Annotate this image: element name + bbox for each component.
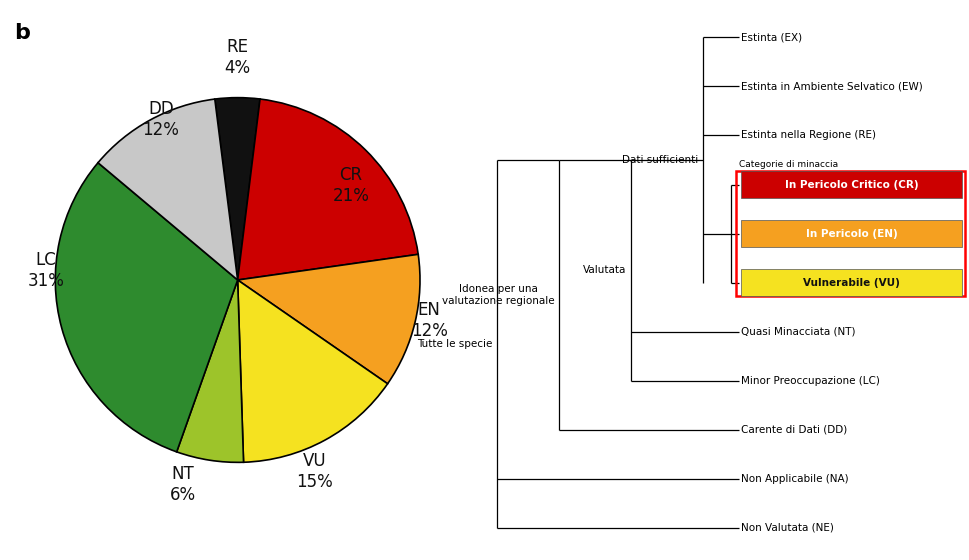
Text: EN
12%: EN 12% [410,301,447,339]
Wedge shape [176,280,243,463]
Wedge shape [214,97,260,280]
Text: Quasi Minacciata (NT): Quasi Minacciata (NT) [740,326,855,337]
Wedge shape [98,99,237,280]
Text: RE
4%: RE 4% [225,38,250,77]
Text: Vulnerabile (VU): Vulnerabile (VU) [802,278,899,288]
Text: Dati sufficienti: Dati sufficienti [622,155,698,165]
Text: Non Valutata (NE): Non Valutata (NE) [740,523,833,533]
Text: Non Applicabile (NA): Non Applicabile (NA) [740,474,848,484]
FancyBboxPatch shape [740,269,961,296]
Text: Tutte le specie: Tutte le specie [417,339,492,349]
Text: Estinta nella Regione (RE): Estinta nella Regione (RE) [740,130,875,141]
Text: Minor Preoccupazione (LC): Minor Preoccupazione (LC) [740,376,879,386]
Text: DD
12%: DD 12% [142,100,179,139]
Text: Idonea per una
valutazione regionale: Idonea per una valutazione regionale [442,284,554,306]
Text: Valutata: Valutata [582,265,626,276]
Text: Estinta (EX): Estinta (EX) [740,32,801,43]
Text: In Pericolo (EN): In Pericolo (EN) [805,228,896,239]
Wedge shape [237,280,388,462]
Wedge shape [237,99,418,280]
Text: LC
31%: LC 31% [28,251,65,290]
Text: Estinta in Ambiente Selvatico (EW): Estinta in Ambiente Selvatico (EW) [740,81,922,91]
FancyBboxPatch shape [740,171,961,198]
Text: Categorie di minaccia: Categorie di minaccia [738,160,837,169]
Text: Carente di Dati (DD): Carente di Dati (DD) [740,425,847,435]
FancyBboxPatch shape [740,220,961,247]
Wedge shape [55,163,237,452]
Text: VU
15%: VU 15% [296,452,332,491]
Text: In Pericolo Critico (CR): In Pericolo Critico (CR) [784,180,918,189]
Wedge shape [237,254,420,384]
Text: NT
6%: NT 6% [170,465,196,503]
Text: CR
21%: CR 21% [332,166,369,204]
Text: b: b [15,23,30,43]
